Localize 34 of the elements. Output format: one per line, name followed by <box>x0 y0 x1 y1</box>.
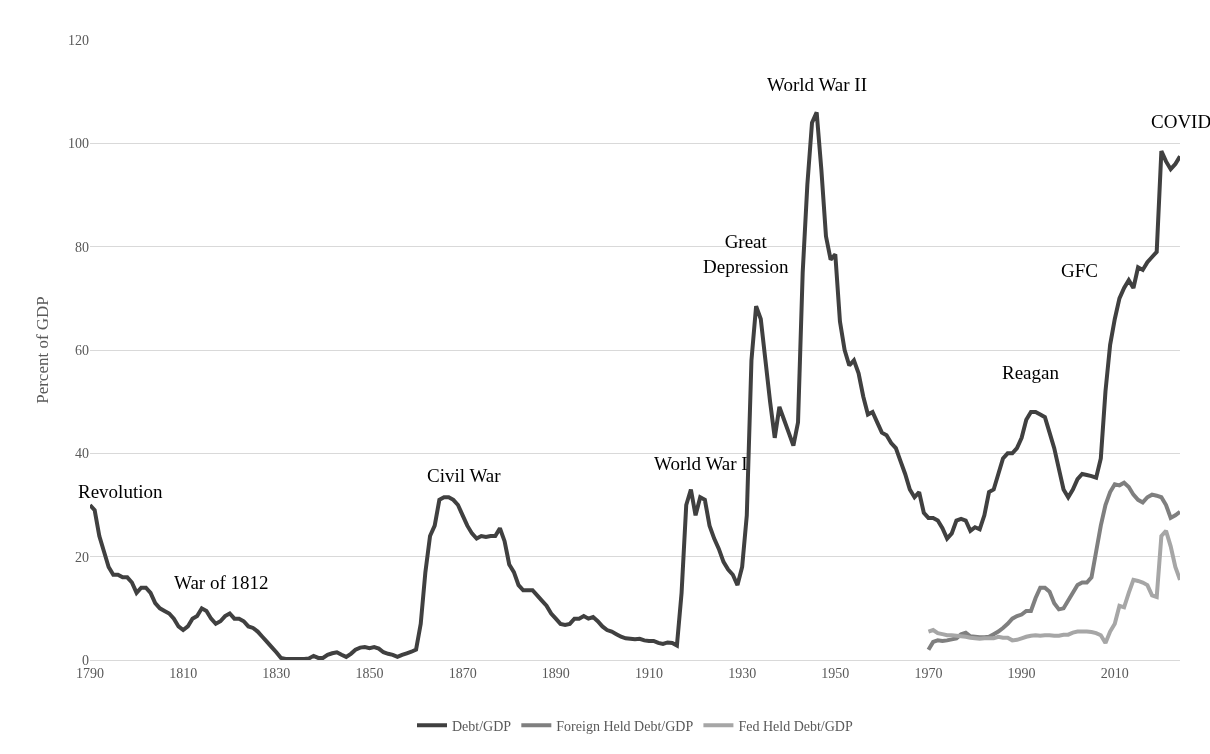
x-tick-label: 1990 <box>1007 665 1036 681</box>
y-tick-label: 40 <box>75 446 89 462</box>
annotation: Great Depression <box>703 231 789 277</box>
legend-label: Debt/GDP <box>452 718 512 734</box>
annotation: War of 1812 <box>174 572 269 593</box>
line-series <box>926 480 1180 652</box>
annotation: Reagan <box>1002 362 1060 383</box>
legend-label: Foreign Held Debt/GDP <box>556 718 694 734</box>
x-tick-label: 1850 <box>355 665 384 681</box>
x-tick-label: 1930 <box>728 665 757 681</box>
y-tick-label: 120 <box>68 32 89 48</box>
y-axis-title: Percent of GDP <box>32 296 52 404</box>
annotation: GFC <box>1061 260 1098 281</box>
annotation: COVID <box>1151 111 1210 132</box>
x-tick-label: 1950 <box>821 665 850 681</box>
y-tick-label: 80 <box>75 239 89 255</box>
legend-label: Fed Held Debt/GDP <box>738 718 853 734</box>
annotation: World War I <box>654 453 748 474</box>
y-tick-label: 60 <box>75 342 89 358</box>
annotation: Civil War <box>427 465 502 486</box>
x-tick-label: 2010 <box>1100 665 1129 681</box>
annotation: Revolution <box>78 481 163 502</box>
x-tick-label: 1970 <box>914 665 943 681</box>
y-tick-label: 100 <box>68 136 89 152</box>
y-tick-label: 20 <box>75 549 89 565</box>
x-tick-label: 1790 <box>76 665 104 681</box>
line-series <box>926 528 1180 645</box>
x-tick-label: 1870 <box>448 665 477 681</box>
x-tick-label: 1810 <box>169 665 198 681</box>
x-tick-label: 1890 <box>541 665 570 681</box>
x-tick-label: 1830 <box>262 665 291 681</box>
annotation: World War II <box>767 74 868 95</box>
y-tick-label: 0 <box>82 652 89 668</box>
x-tick-label: 1910 <box>634 665 663 681</box>
